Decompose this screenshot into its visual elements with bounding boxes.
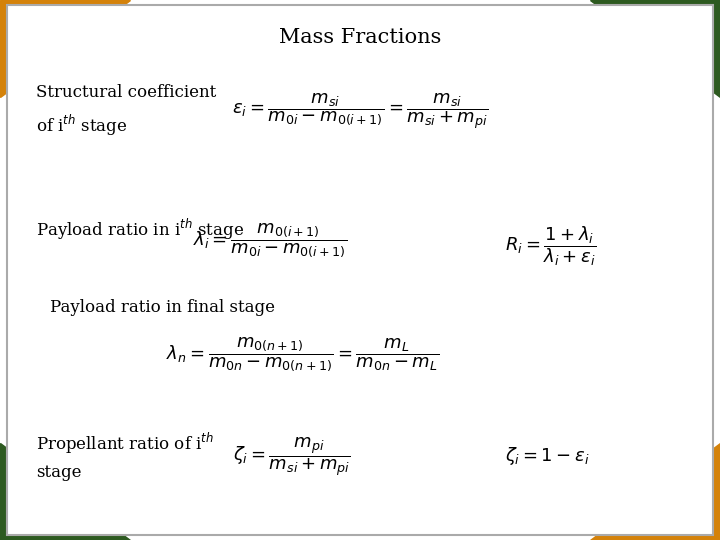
Text: $\lambda_n = \dfrac{m_{0(n+1)}}{m_{0n} - m_{0(n+1)}} = \dfrac{m_L}{m_{0n} - m_L}: $\lambda_n = \dfrac{m_{0(n+1)}}{m_{0n} -… (166, 335, 439, 373)
Text: Mass Fractions: Mass Fractions (279, 28, 441, 48)
Polygon shape (0, 0, 130, 97)
Text: Payload ratio in final stage: Payload ratio in final stage (50, 299, 275, 316)
Polygon shape (590, 443, 720, 540)
Text: $\zeta_i = \dfrac{m_{pi}}{m_{si} + m_{pi}}$: $\zeta_i = \dfrac{m_{pi}}{m_{si} + m_{pi… (233, 435, 351, 477)
Text: Payload ratio in i$^{th}$ stage: Payload ratio in i$^{th}$ stage (36, 217, 244, 242)
Text: $\varepsilon_i = \dfrac{m_{si}}{m_{0i} - m_{0(i+1)}} = \dfrac{m_{si}}{m_{si} + m: $\varepsilon_i = \dfrac{m_{si}}{m_{0i} -… (232, 91, 488, 131)
Polygon shape (590, 0, 720, 97)
Text: $R_i = \dfrac{1 + \lambda_i}{\lambda_i + \varepsilon_i}$: $R_i = \dfrac{1 + \lambda_i}{\lambda_i +… (505, 224, 596, 267)
Text: Propellant ratio of i$^{th}$
stage: Propellant ratio of i$^{th}$ stage (36, 431, 214, 481)
Text: $\lambda_i = \dfrac{m_{0(i+1)}}{m_{0i} - m_{0(i+1)}}$: $\lambda_i = \dfrac{m_{0(i+1)}}{m_{0i} -… (193, 221, 347, 259)
Text: $\zeta_i = 1 - \varepsilon_i$: $\zeta_i = 1 - \varepsilon_i$ (505, 446, 590, 467)
Polygon shape (0, 443, 130, 540)
FancyBboxPatch shape (7, 5, 713, 535)
Text: Structural coefficient
of i$^{th}$ stage: Structural coefficient of i$^{th}$ stage (36, 84, 216, 138)
